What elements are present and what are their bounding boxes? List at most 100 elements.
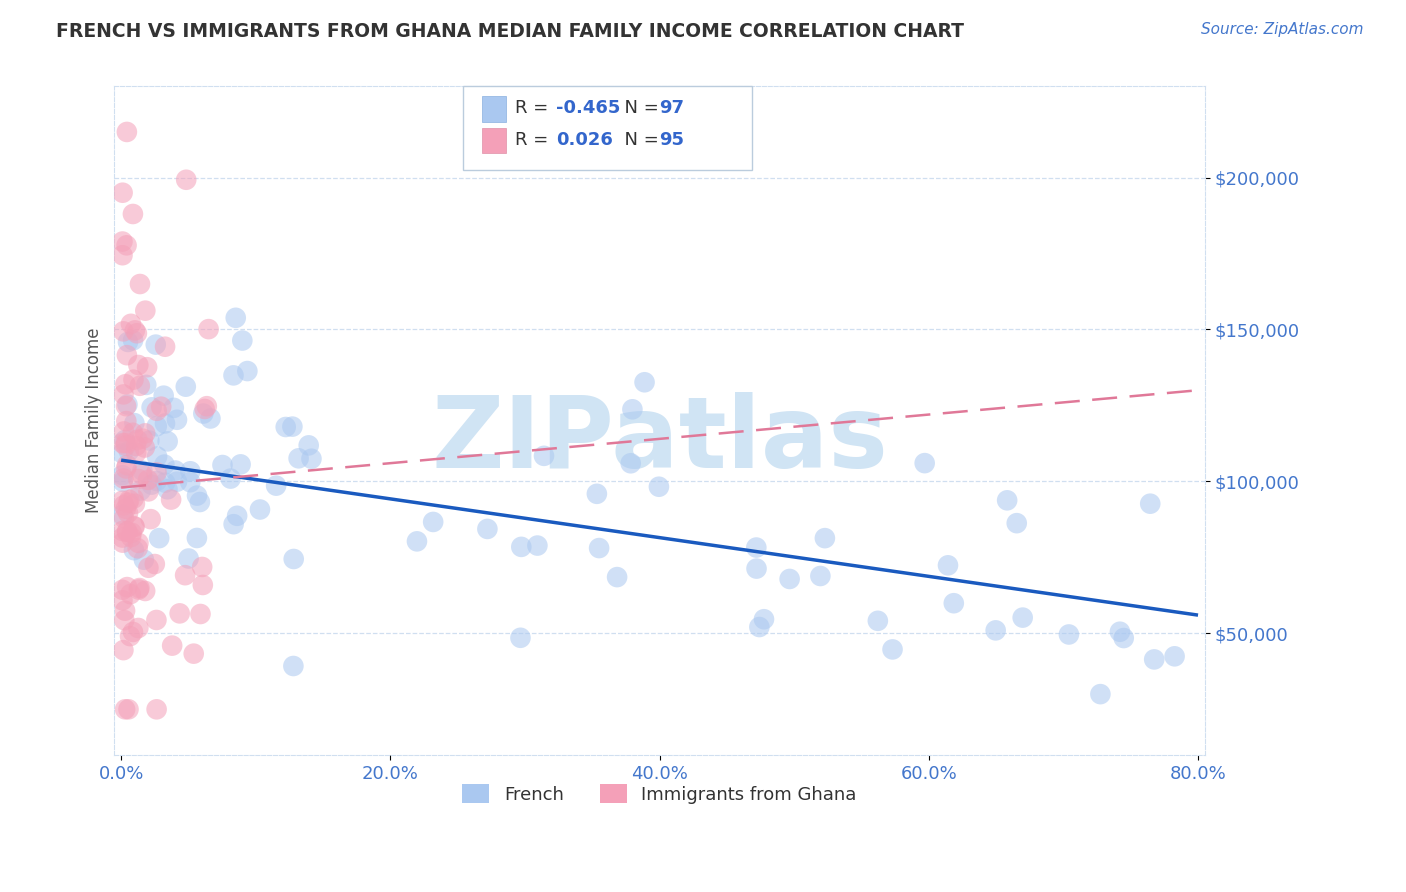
Point (134, 441, 156, 455)
Point (814, 531, 837, 545)
Point (117, 398, 139, 412)
Point (127, 433, 149, 447)
Point (1139, 497, 1161, 511)
Point (1109, 624, 1132, 639)
Text: R =: R = (515, 131, 554, 149)
Point (779, 572, 801, 586)
Point (533, 449, 555, 463)
Point (111, 248, 134, 262)
Point (406, 534, 429, 549)
Point (111, 436, 134, 450)
Point (112, 324, 135, 338)
Point (115, 348, 138, 362)
Point (114, 604, 136, 618)
Point (748, 620, 770, 634)
Point (194, 401, 217, 416)
Point (139, 512, 162, 526)
Point (114, 436, 136, 450)
Point (808, 569, 831, 583)
Point (122, 373, 145, 387)
Point (145, 404, 167, 418)
Point (274, 420, 297, 434)
Point (1057, 627, 1080, 641)
Text: Source: ZipAtlas.com: Source: ZipAtlas.com (1201, 22, 1364, 37)
Point (115, 125, 138, 139)
Point (115, 414, 138, 428)
Point (219, 472, 242, 486)
Point (118, 492, 141, 507)
Point (156, 483, 179, 497)
Point (648, 480, 671, 494)
Point (1011, 610, 1033, 624)
Point (866, 614, 889, 628)
Point (191, 578, 214, 592)
Point (229, 458, 252, 472)
Point (298, 438, 321, 452)
Point (122, 543, 145, 558)
Point (112, 425, 135, 439)
Point (153, 417, 176, 431)
Point (135, 377, 157, 392)
Point (1090, 687, 1112, 701)
Point (914, 456, 936, 470)
Point (112, 499, 135, 513)
Point (191, 560, 214, 574)
Point (882, 642, 904, 657)
Point (111, 535, 134, 549)
Point (117, 702, 139, 716)
Point (152, 389, 174, 403)
Point (225, 310, 247, 325)
Point (122, 624, 145, 639)
Point (115, 238, 138, 252)
Point (200, 411, 222, 425)
Point (510, 540, 533, 554)
Point (1005, 516, 1028, 531)
Point (283, 552, 305, 566)
Point (138, 434, 160, 448)
Point (146, 474, 169, 488)
Point (117, 506, 139, 520)
Point (166, 413, 188, 427)
Point (115, 580, 138, 594)
Point (127, 536, 149, 550)
Point (145, 337, 167, 351)
Point (145, 702, 167, 716)
Point (111, 446, 134, 460)
Point (122, 519, 145, 533)
Point (111, 508, 134, 522)
Point (287, 451, 309, 466)
Text: 95: 95 (659, 131, 685, 149)
Point (186, 489, 208, 503)
Point (633, 376, 655, 390)
Point (125, 446, 148, 460)
Point (136, 473, 159, 487)
Point (120, 587, 142, 601)
Text: -0.465: -0.465 (555, 99, 620, 118)
Point (984, 624, 1007, 638)
Point (134, 426, 156, 441)
Point (995, 493, 1018, 508)
FancyBboxPatch shape (464, 87, 752, 170)
Point (188, 495, 211, 509)
Point (114, 433, 136, 447)
Point (111, 493, 134, 508)
Point (118, 629, 141, 643)
Point (114, 501, 136, 516)
Point (169, 607, 191, 621)
Point (112, 643, 135, 657)
Point (588, 541, 610, 555)
Point (138, 560, 160, 574)
Text: FRENCH VS IMMIGRANTS FROM GHANA MEDIAN FAMILY INCOME CORRELATION CHART: FRENCH VS IMMIGRANTS FROM GHANA MEDIAN F… (56, 22, 965, 41)
FancyBboxPatch shape (482, 128, 506, 153)
Point (134, 303, 156, 318)
Point (115, 458, 138, 472)
Point (586, 487, 609, 501)
Point (122, 207, 145, 221)
Point (112, 511, 135, 525)
Point (942, 596, 965, 610)
Point (131, 464, 153, 478)
Y-axis label: Median Family Income: Median Family Income (86, 328, 103, 514)
Legend: French, Immigrants from Ghana: French, Immigrants from Ghana (453, 775, 866, 813)
Point (150, 400, 173, 414)
Point (111, 593, 134, 607)
